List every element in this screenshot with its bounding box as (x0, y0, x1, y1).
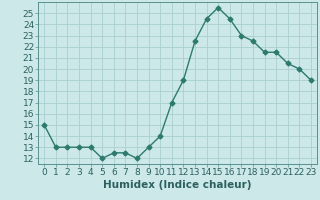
X-axis label: Humidex (Indice chaleur): Humidex (Indice chaleur) (103, 180, 252, 190)
